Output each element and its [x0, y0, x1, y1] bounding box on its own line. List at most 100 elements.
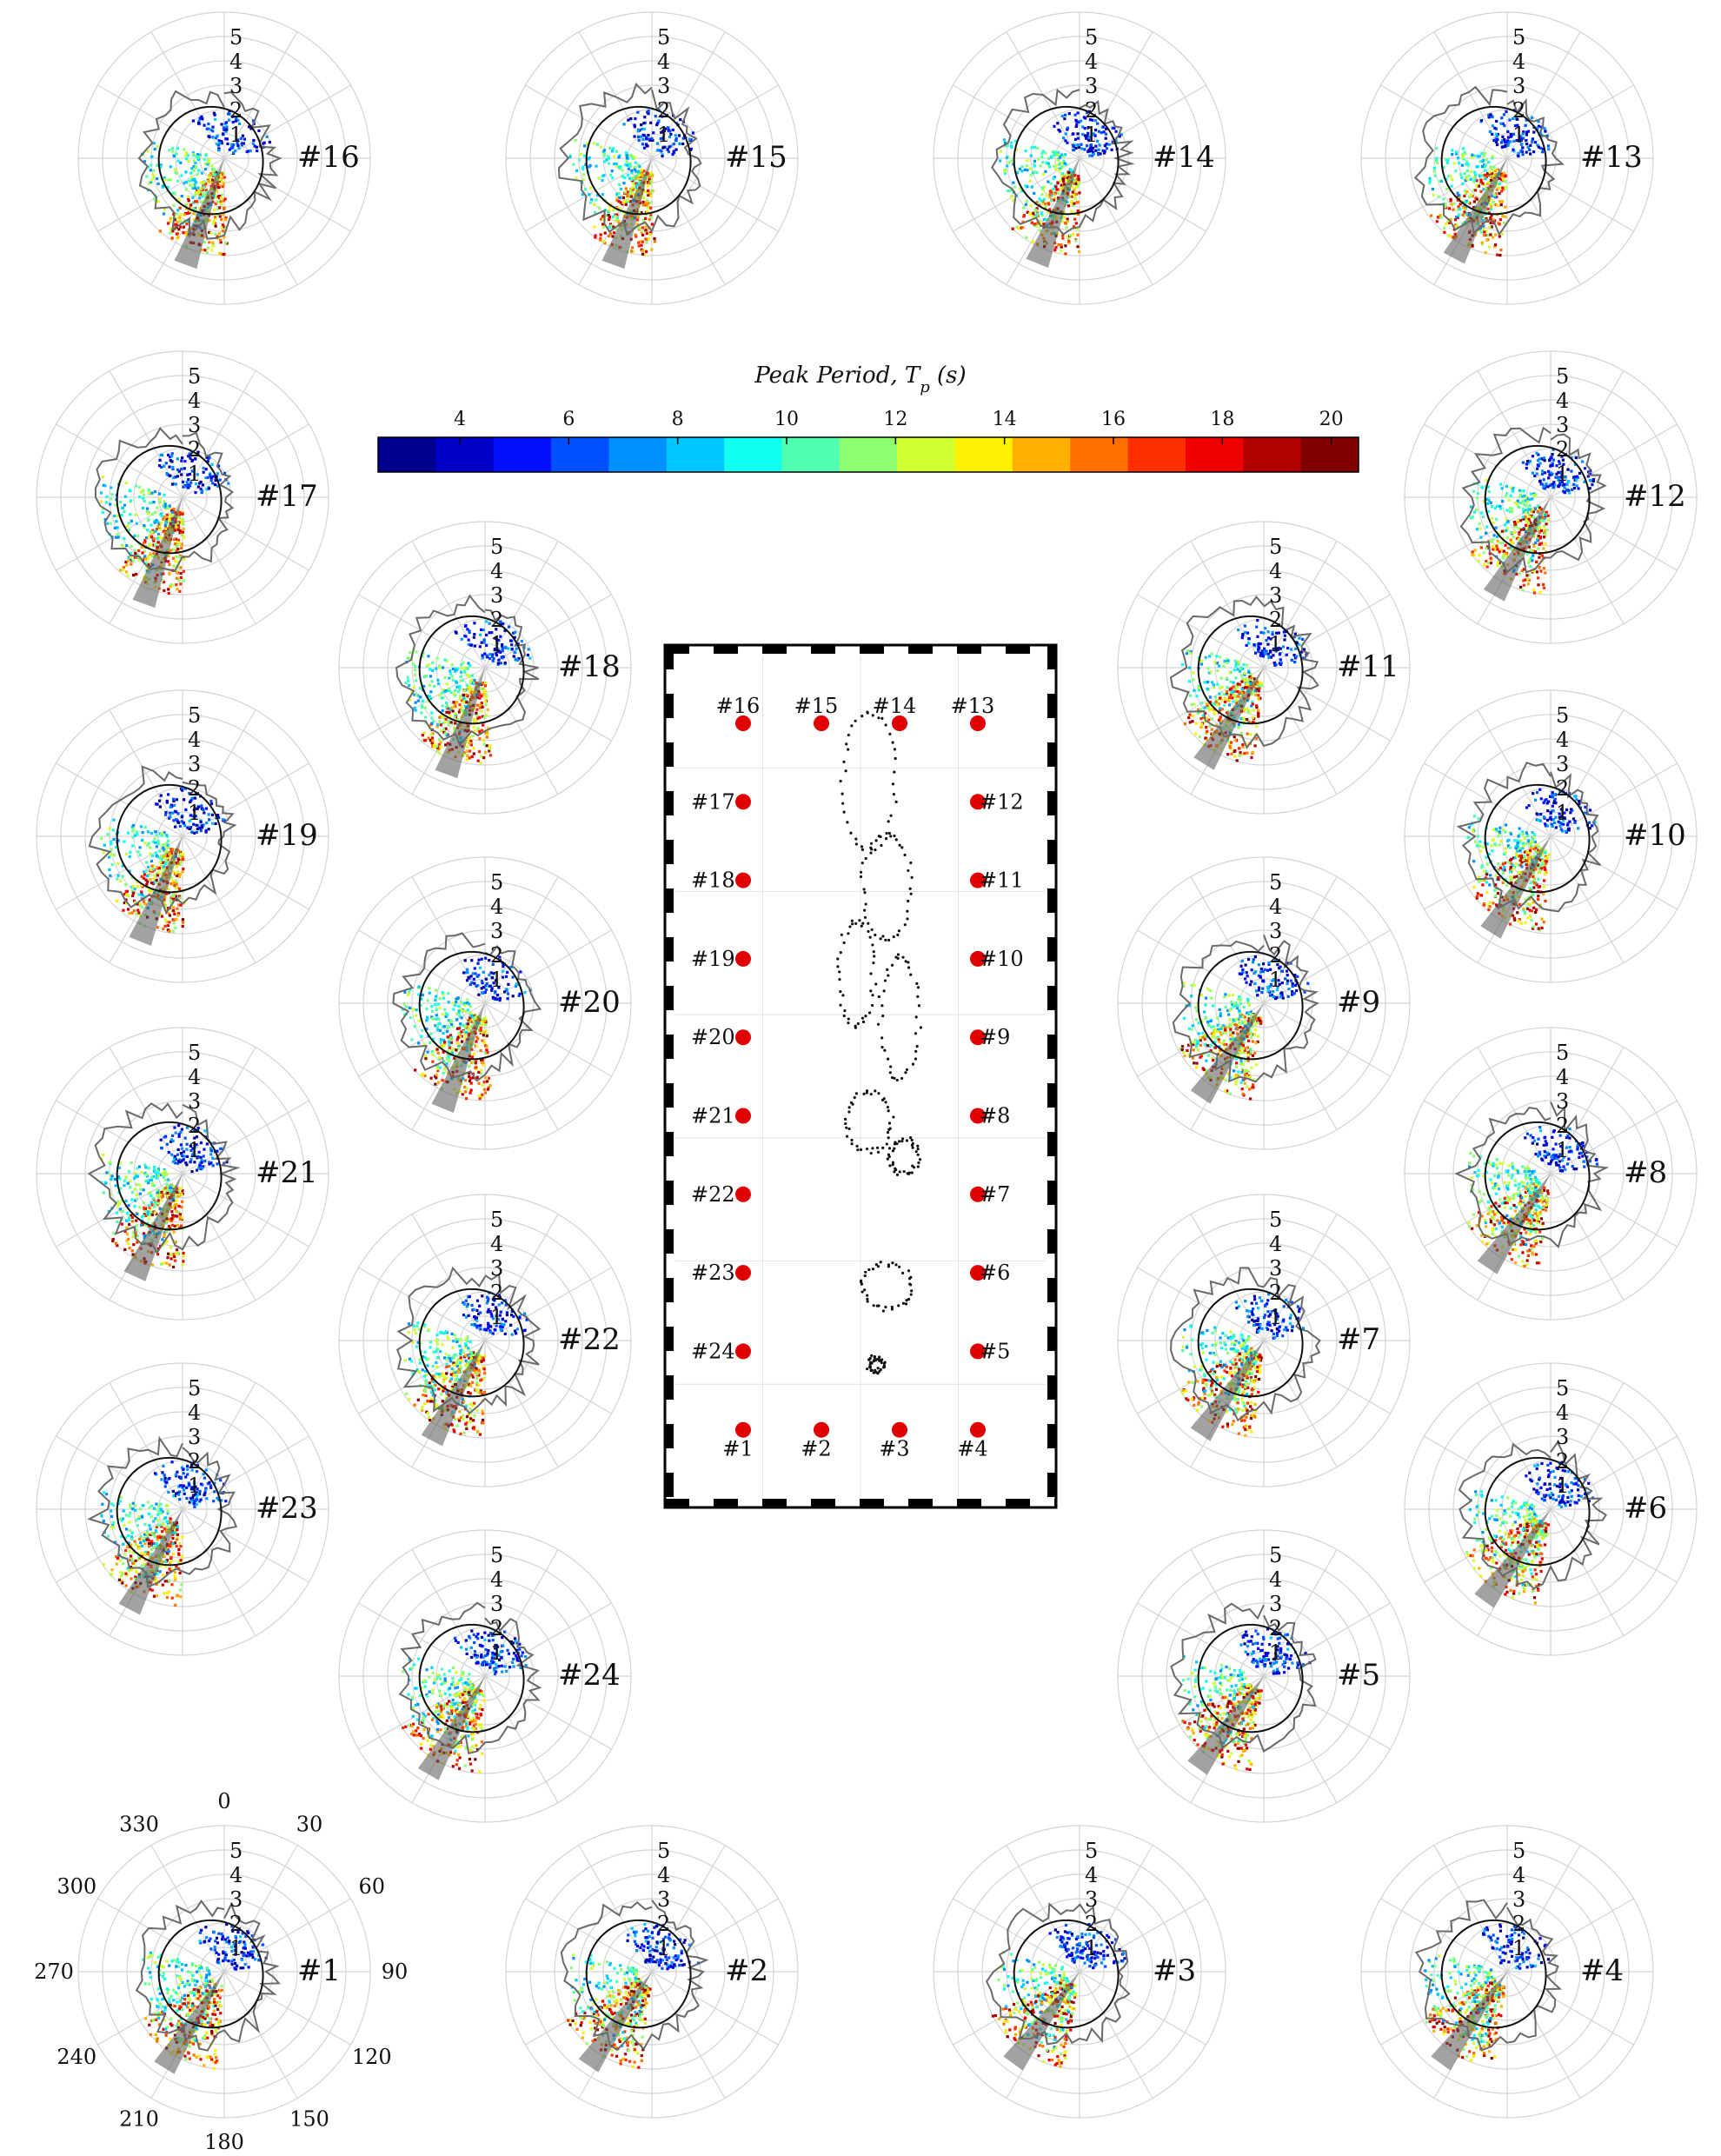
- wave-point: [657, 120, 661, 123]
- wave-point: [626, 173, 629, 176]
- wave-point: [643, 190, 647, 193]
- wave-point: [181, 924, 184, 928]
- wave-point: [1028, 167, 1032, 170]
- wave-point: [141, 906, 144, 909]
- wave-point: [136, 885, 140, 888]
- wave-point: [646, 191, 649, 195]
- radial-tick-label: 2: [1556, 437, 1569, 462]
- wave-point: [1244, 630, 1247, 634]
- wave-point: [588, 201, 593, 204]
- wave-point: [485, 714, 488, 717]
- wave-point: [1188, 666, 1192, 669]
- wave-point: [1024, 150, 1027, 153]
- wave-point: [211, 244, 215, 248]
- wave-point: [203, 123, 206, 127]
- wave-point: [438, 664, 442, 668]
- wave-point: [583, 144, 587, 148]
- radial-tick-label: 1: [1269, 632, 1282, 656]
- wave-point: [608, 225, 611, 229]
- wave-point: [1449, 197, 1452, 201]
- wave-point: [169, 474, 172, 477]
- wave-point: [164, 810, 168, 815]
- wave-point: [450, 706, 454, 709]
- wave-point: [1061, 220, 1065, 223]
- wave-point: [176, 547, 180, 551]
- wave-point: [1009, 141, 1013, 144]
- wave-point: [612, 231, 616, 235]
- wave-point: [1528, 498, 1532, 502]
- wave-point: [1033, 223, 1037, 226]
- wave-point: [1531, 497, 1534, 501]
- wave-point: [1507, 136, 1511, 139]
- radial-tick-label: 3: [229, 74, 243, 98]
- wave-point: [1257, 694, 1260, 697]
- wave-point: [184, 188, 188, 191]
- wave-point: [1020, 225, 1025, 230]
- wave-point: [463, 666, 468, 669]
- wave-point: [216, 214, 219, 217]
- wave-point: [430, 722, 434, 725]
- wave-point: [1188, 721, 1192, 724]
- wave-point: [1471, 553, 1474, 556]
- wave-point: [1188, 713, 1192, 716]
- wave-point: [197, 119, 201, 123]
- wave-point: [203, 235, 207, 239]
- wave-point: [144, 869, 148, 873]
- wave-point: [184, 151, 189, 155]
- wave-point: [648, 138, 652, 143]
- wave-point: [1058, 169, 1061, 172]
- wave-point: [688, 137, 692, 141]
- wave-point: [1563, 491, 1567, 495]
- wave-point: [641, 202, 645, 205]
- wave-point: [147, 865, 150, 868]
- wave-point: [640, 243, 643, 247]
- wave-point: [413, 673, 416, 676]
- wave-point: [607, 156, 611, 160]
- wave-point: [252, 138, 256, 143]
- wave-point: [672, 150, 675, 153]
- wave-point: [1208, 655, 1212, 658]
- wave-point: [149, 552, 152, 556]
- wave-point: [184, 233, 189, 237]
- wave-point: [632, 176, 635, 179]
- wave-point: [611, 235, 615, 238]
- wave-point: [1496, 548, 1499, 551]
- wave-point: [208, 219, 211, 223]
- wave-point: [1465, 169, 1469, 173]
- wave-point: [660, 150, 663, 153]
- wave-point: [218, 478, 222, 482]
- wave-point: [462, 700, 465, 703]
- wave-point: [147, 517, 150, 522]
- wave-point: [1259, 654, 1262, 657]
- wave-point: [640, 210, 643, 215]
- wave-point: [642, 127, 646, 130]
- wave-point: [481, 681, 484, 685]
- wave-point: [1458, 161, 1461, 165]
- wave-point: [1064, 252, 1067, 256]
- wave-point: [1056, 122, 1060, 125]
- wave-point: [1566, 488, 1570, 492]
- wave-point: [602, 149, 607, 152]
- wave-point: [110, 486, 113, 489]
- wave-point: [116, 514, 119, 518]
- wave-point: [514, 650, 517, 654]
- wave-point: [163, 516, 168, 519]
- wave-point: [215, 136, 218, 140]
- wave-point: [1541, 519, 1545, 522]
- wave-point: [171, 465, 175, 469]
- wave-point: [653, 240, 656, 243]
- wave-point: [1077, 177, 1080, 181]
- wave-point: [167, 591, 170, 596]
- wave-point: [223, 236, 226, 239]
- wave-point: [169, 815, 172, 818]
- wave-point: [149, 852, 152, 855]
- wave-point: [1187, 680, 1192, 683]
- wave-point: [1197, 686, 1200, 689]
- wave-point: [158, 464, 162, 468]
- wave-point: [198, 192, 202, 196]
- wave-point: [116, 877, 119, 881]
- wave-point: [1197, 689, 1201, 692]
- wave-point: [632, 179, 635, 183]
- wave-point: [672, 142, 675, 146]
